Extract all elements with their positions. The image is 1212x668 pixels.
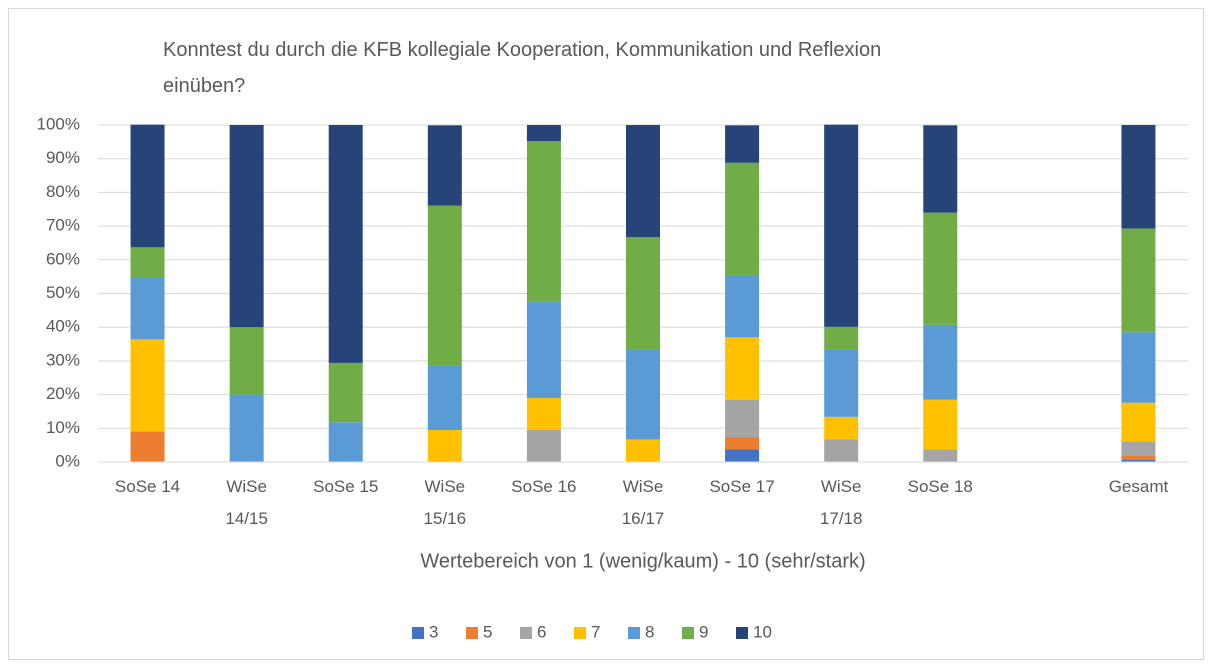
bar-segment (1121, 125, 1156, 229)
bar-segment (1121, 441, 1156, 456)
bar-segment (427, 125, 462, 206)
x-tick-label: WiSe 15/16 (424, 477, 467, 528)
y-tick-label: 60% (46, 249, 80, 268)
bar-segment (328, 422, 363, 462)
x-tick-label: Gesamt (1109, 477, 1169, 496)
x-tick-label: WiSe 14/15 (225, 477, 268, 528)
chart-frame (8, 8, 1204, 660)
bar-segment (725, 274, 760, 338)
bar-segment (725, 162, 760, 275)
bar-segment (824, 439, 859, 462)
y-tick-label: 20% (46, 384, 80, 403)
legend-swatch (574, 627, 586, 639)
x-tick-label: SoSe 18 (908, 477, 973, 496)
bar-segment (824, 349, 859, 417)
bar-segment (130, 431, 165, 462)
bar-segment (229, 394, 264, 462)
bar-segment (427, 429, 462, 462)
bar-segment (130, 124, 165, 248)
bar-segment (725, 337, 760, 400)
y-tick-label: 80% (46, 182, 80, 201)
bar-segment (526, 429, 561, 462)
legend-swatch (412, 627, 424, 639)
bar-segment (526, 397, 561, 430)
bar-segment (328, 362, 363, 423)
bar-segment (725, 437, 760, 450)
legend-label: 7 (591, 622, 600, 641)
bar-segment (427, 205, 462, 366)
bar-segment (526, 141, 561, 302)
bar-segment (427, 365, 462, 430)
x-tick-label: WiSe 16/17 (622, 477, 665, 528)
bar-segment (130, 247, 165, 278)
x-tick-label: SoSe 17 (709, 477, 774, 496)
x-tick-label: SoSe 14 (115, 477, 180, 496)
legend-swatch (628, 627, 640, 639)
legend-label: 3 (429, 622, 438, 641)
bar-segment (229, 327, 264, 395)
x-tick-label: SoSe 15 (313, 477, 378, 496)
bar-segment (1121, 228, 1156, 333)
bar-segment (1121, 455, 1156, 460)
x-tick-label: WiSe 17/18 (820, 477, 863, 528)
legend-label: 6 (537, 622, 546, 641)
legend-swatch (682, 627, 694, 639)
chart-title: Konntest du durch die KFB kollegiale Koo… (163, 39, 882, 97)
y-tick-label: 70% (46, 216, 80, 235)
bar-segment (626, 125, 660, 238)
bar-segment (1121, 459, 1156, 462)
x-tick-label: SoSe 16 (511, 477, 576, 496)
bar-segment (626, 237, 660, 350)
legend-label: 9 (699, 622, 708, 641)
y-tick-label: 90% (46, 148, 80, 167)
bar-segment (626, 349, 660, 440)
bar-segment (1121, 402, 1156, 442)
bar-segment (923, 399, 958, 450)
bar-segment (725, 125, 760, 163)
bar-segment (923, 212, 958, 325)
bar-segment (130, 339, 165, 432)
legend-swatch (736, 627, 748, 639)
bar-segment (725, 449, 760, 462)
legend-label: 5 (483, 622, 492, 641)
bar-segment (824, 416, 859, 440)
bar-segment (526, 125, 561, 142)
bar-segment (923, 125, 958, 213)
bar-segment (923, 449, 958, 462)
y-tick-label: 40% (46, 317, 80, 336)
y-tick-label: 100% (37, 114, 80, 133)
y-tick-label: 30% (46, 350, 80, 369)
y-tick-label: 10% (46, 418, 80, 437)
bar-segment (824, 326, 859, 350)
x-axis-label: Wertebereich von 1 (wenig/kaum) - 10 (se… (420, 550, 865, 572)
bar-segment (725, 399, 760, 438)
bar-segment (526, 301, 561, 398)
y-tick-label: 50% (46, 283, 80, 302)
bar-segment (1121, 332, 1156, 403)
y-tick-label: 0% (55, 451, 80, 470)
legend-label: 10 (753, 622, 772, 641)
bar-segment (229, 125, 264, 328)
bar-segment (824, 124, 859, 327)
bar-segment (626, 439, 660, 462)
legend-swatch (520, 627, 532, 639)
legend-label: 8 (645, 622, 654, 641)
bar-segment (923, 324, 958, 400)
bar-segment (130, 277, 165, 340)
legend-swatch (466, 627, 478, 639)
bar-segment (328, 125, 363, 363)
